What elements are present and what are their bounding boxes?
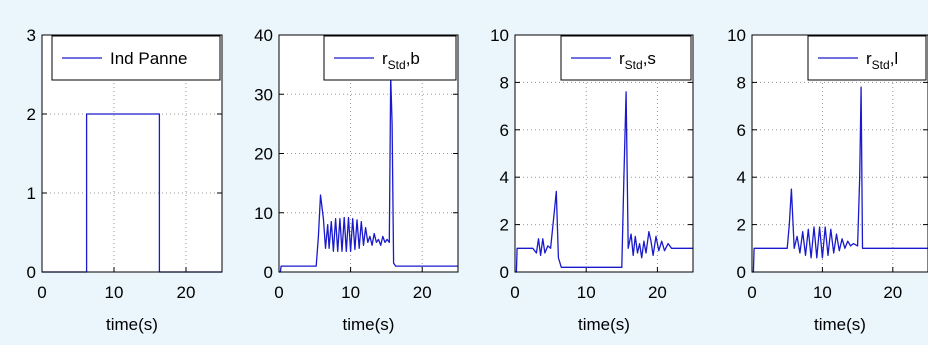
legend-label: Ind Panne xyxy=(110,49,188,68)
y-tick-label: 6 xyxy=(500,121,509,140)
axes-frame xyxy=(751,34,928,273)
subplot-1: 0 10 20 0 1 2 3 time(s) Ind Panne xyxy=(27,26,223,334)
y-tick-label: 0 xyxy=(500,263,509,282)
x-axis-label: time(s) xyxy=(814,315,866,334)
series-line xyxy=(752,86,928,273)
x-tick-label: 0 xyxy=(747,283,756,302)
x-tick-label: 0 xyxy=(37,283,46,302)
axes-frame xyxy=(41,34,223,273)
legend: rStd,l xyxy=(807,35,927,81)
x-tick-label: 10 xyxy=(577,283,596,302)
y-tick-label: 10 xyxy=(490,26,509,45)
x-tick-label: 0 xyxy=(510,283,519,302)
legend: Ind Panne xyxy=(51,35,221,81)
x-tick-label: 10 xyxy=(105,283,124,302)
y-tick-label: 20 xyxy=(254,145,273,164)
y-tick-label: 10 xyxy=(254,204,273,223)
y-tick-label: 6 xyxy=(737,121,746,140)
x-axis-label: time(s) xyxy=(578,315,630,334)
y-tick-label: 8 xyxy=(737,73,746,92)
x-tick-label: 10 xyxy=(341,283,360,302)
y-tick-label: 0 xyxy=(737,263,746,282)
y-tick-label: 10 xyxy=(727,26,746,45)
legend-label: rStd,l xyxy=(866,49,898,72)
y-tick-label: 4 xyxy=(500,168,509,187)
series-line xyxy=(515,91,693,273)
y-tick-label: 3 xyxy=(27,26,36,45)
legend-label: rStd,b xyxy=(382,49,420,72)
y-tick-label: 30 xyxy=(254,85,273,104)
x-tick-label: 20 xyxy=(883,283,902,302)
legend-label: rStd,s xyxy=(619,49,656,72)
series-line xyxy=(279,75,458,273)
legend: rStd,b xyxy=(323,35,457,81)
x-tick-label: 20 xyxy=(648,283,667,302)
axes-frame xyxy=(278,34,459,273)
subplot-4: 0 10 20 0 2 4 6 8 10 time(s) rStd,l xyxy=(727,26,928,334)
y-tick-label: 2 xyxy=(500,216,509,235)
axes-frame xyxy=(514,34,694,273)
legend-box xyxy=(560,35,692,81)
y-tick-label: 1 xyxy=(27,184,36,203)
y-tick-label: 0 xyxy=(27,263,36,282)
x-tick-label: 20 xyxy=(177,283,196,302)
y-tick-label: 2 xyxy=(27,105,36,124)
y-tick-label: 4 xyxy=(737,168,746,187)
y-tick-label: 2 xyxy=(737,216,746,235)
y-tick-label: 40 xyxy=(254,26,273,45)
x-tick-label: 0 xyxy=(274,283,283,302)
y-tick-label: 0 xyxy=(264,263,273,282)
subplot-3: 0 10 20 0 2 4 6 8 10 time(s) rStd,s xyxy=(490,26,694,334)
legend: rStd,s xyxy=(560,35,692,81)
x-axis-label: time(s) xyxy=(106,315,158,334)
subplot-2: 0 10 20 0 10 20 30 40 time(s) rStd,b xyxy=(254,26,459,334)
x-tick-label: 20 xyxy=(413,283,432,302)
x-tick-label: 10 xyxy=(813,283,832,302)
y-tick-label: 8 xyxy=(500,73,509,92)
x-axis-label: time(s) xyxy=(343,315,395,334)
